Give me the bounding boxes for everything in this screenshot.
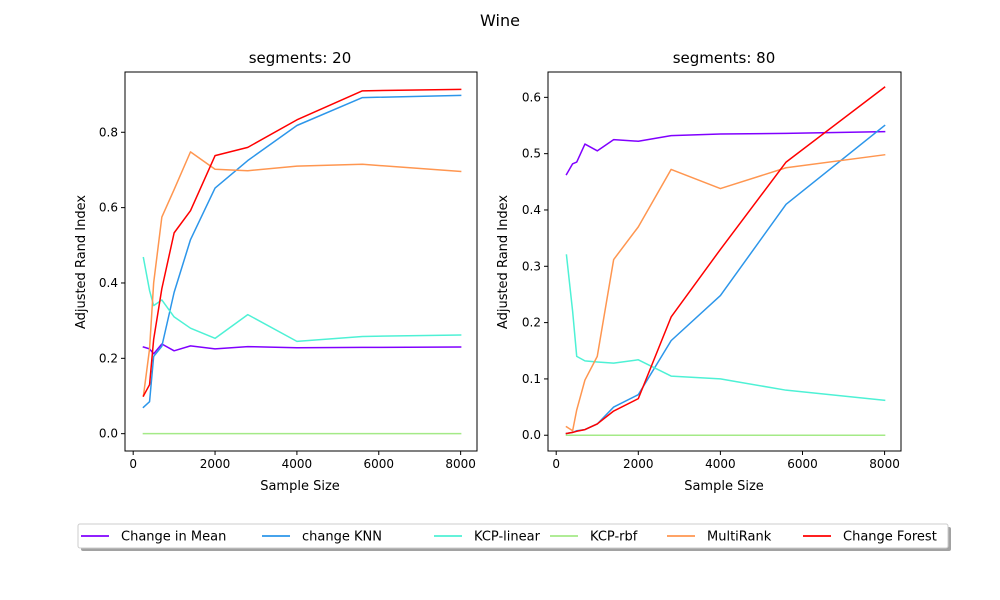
y-axis-label: Adjusted Rand Index (496, 195, 511, 329)
x-tick-label: 8000 (445, 457, 476, 471)
legend-label-kcp-linear: KCP-linear (474, 530, 541, 545)
subplot-segments-20: segments: 20 Sample Size Adjusted Rand I… (74, 49, 478, 494)
y-tick-label: 0.5 (522, 147, 541, 161)
series-line-change-in-mean (565, 130, 886, 176)
subplot-segments-80: segments: 80 Sample Size Adjusted Rand I… (496, 49, 902, 494)
x-tick-label: 6000 (363, 457, 394, 471)
y-tick-label: 0.4 (99, 276, 118, 290)
y-tick-label: 0.1 (522, 372, 541, 386)
series-line-multirank (142, 151, 462, 397)
axes-frame (124, 71, 478, 452)
legend-label-kcp-rbf: KCP-rbf (590, 530, 638, 545)
series-line-change-knn (565, 124, 886, 435)
legend-label-change-forest: Change Forest (843, 530, 937, 545)
y-tick-label: 0.0 (522, 428, 541, 442)
axes-frame (547, 71, 902, 452)
x-axis-label: Sample Size (684, 479, 764, 494)
y-tick-label: 0.3 (522, 259, 541, 273)
x-tick-label: 2000 (200, 457, 231, 471)
legend: Change in Mean change KNN KCP-linear KCP-rb… (77, 523, 951, 551)
subplot-title: segments: 80 (673, 49, 776, 67)
legend-label-change-in-mean: Change in Mean (121, 530, 226, 545)
legend-label-multirank: MultiRank (707, 530, 772, 545)
series-line-change-forest (565, 86, 886, 435)
x-tick-label: 6000 (787, 457, 818, 471)
x-tick-label: 0 (129, 457, 137, 471)
series-line-kcp-linear (565, 254, 886, 402)
x-tick-label: 2000 (623, 457, 654, 471)
x-axis-label: Sample Size (260, 479, 340, 494)
y-tick-label: 0.6 (99, 201, 118, 215)
y-tick-label: 0.8 (99, 125, 118, 139)
y-tick-label: 0.0 (99, 427, 118, 441)
y-tick-label: 0.2 (99, 351, 118, 365)
legend-box (77, 523, 949, 549)
series-line-change-in-mean (142, 343, 462, 355)
series-line-multirank (565, 153, 886, 432)
series-line-change-forest (142, 88, 462, 398)
x-tick-label: 8000 (869, 457, 900, 471)
figure-title: Wine (480, 11, 520, 30)
legend-label-change-knn: change KNN (302, 530, 382, 545)
x-tick-label: 4000 (705, 457, 736, 471)
subplot-title: segments: 20 (249, 49, 352, 67)
y-tick-label: 0.4 (522, 203, 541, 217)
y-tick-label: 0.6 (522, 90, 541, 104)
y-tick-label: 0.2 (522, 316, 541, 330)
y-axis-label: Adjusted Rand Index (74, 195, 89, 329)
x-tick-label: 0 (552, 457, 560, 471)
series-line-change-knn (142, 94, 462, 409)
x-tick-label: 4000 (282, 457, 313, 471)
series-line-kcp-linear (142, 256, 462, 343)
